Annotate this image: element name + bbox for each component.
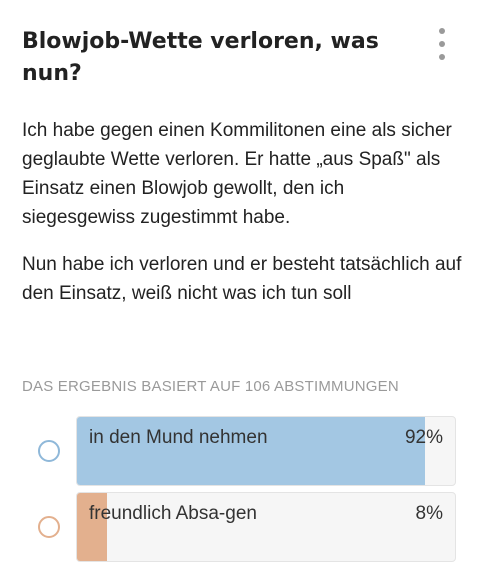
post-body: Ich habe gegen einen Kommilitonen eine a…	[22, 116, 462, 326]
post-title: Blowjob-Wette verloren, was nun?	[22, 29, 379, 86]
poll-option-label: in den Mund nehmen	[89, 427, 268, 448]
more-vertical-icon[interactable]	[433, 28, 451, 60]
menu-dot	[439, 28, 445, 34]
poll-option[interactable]: freundlich Absa-gen 8%	[38, 492, 456, 564]
poll-option-percent: 92%	[404, 427, 443, 448]
menu-dot	[439, 41, 445, 47]
radio-button[interactable]	[38, 516, 60, 538]
poll-option-percent: 8%	[415, 503, 443, 524]
post-paragraph: Nun habe ich verloren und er besteht tat…	[22, 254, 462, 304]
radio-button[interactable]	[38, 440, 60, 462]
poll-option[interactable]: in den Mund nehmen 92%	[38, 416, 456, 488]
post-paragraph: Ich habe gegen einen Kommilitonen eine a…	[22, 120, 452, 228]
poll-option-fill	[77, 417, 425, 485]
poll-option-label: freundlich Absa-gen	[89, 503, 257, 524]
poll-option-bar[interactable]: in den Mund nehmen 92%	[76, 416, 456, 486]
menu-dot	[439, 54, 445, 60]
poll-option-fill	[77, 493, 108, 561]
poll-option-bar[interactable]: freundlich Absa-gen 8%	[76, 492, 456, 562]
poll-result-label: DAS ERGEBNIS BASIERT AUF 106 ABSTIMMUNGE…	[22, 378, 399, 395]
